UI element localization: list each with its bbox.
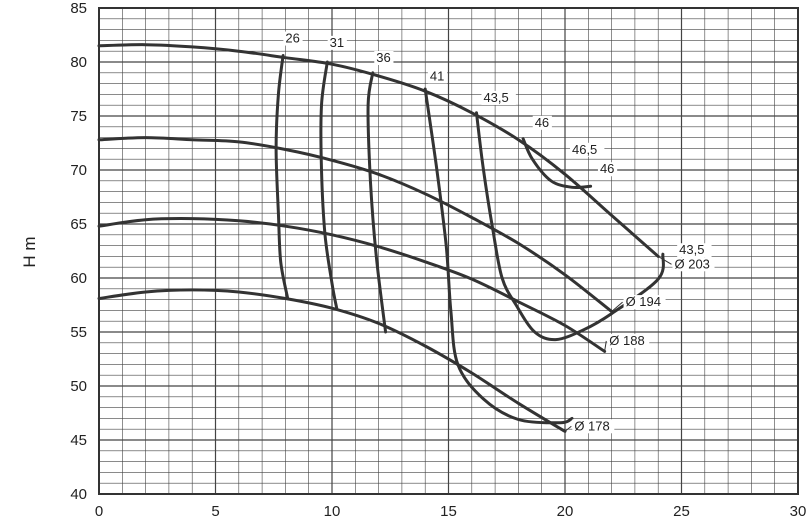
y-tick-label: 50 [70,378,87,395]
impeller-curve [97,43,660,258]
efficiency-label: 26 [285,31,299,46]
efficiency-label: 41 [430,68,444,83]
efficiency-label-bg [283,31,303,46]
x-tick-label: 10 [324,503,341,520]
impeller-label-bg [572,419,615,434]
y-tick-label: 65 [70,216,87,233]
efficiency-point-label-bg [569,142,605,157]
impeller-label-bg [607,333,650,348]
y-axis-label: H m [20,236,39,267]
y-tick-label: 85 [70,0,87,17]
efficiency-point-label: 43,5 [679,242,704,257]
efficiency-label: 46 [535,115,549,130]
impeller-label: Ø 194 [626,294,661,309]
efficiency-label-bg [327,35,347,50]
impeller-curve [97,217,607,353]
efficiency-label-bg [481,90,516,105]
efficiency-label: 36 [376,50,390,65]
y-tick-label: 45 [70,432,87,449]
x-axis-ticks: 0 5 10 15 20 25 30 [95,503,807,520]
impeller-label: Ø 188 [609,333,644,348]
y-tick-label: 75 [70,108,87,125]
efficiency-curve [366,71,388,334]
impeller-label: Ø 178 [574,418,609,433]
efficiency-curve [274,54,290,300]
impeller-label-bg [672,257,715,272]
impeller-label: Ø 203 [675,256,710,271]
x-tick-label: 0 [95,503,103,520]
impeller-curve [97,136,614,313]
y-tick-label: 60 [70,270,87,287]
efficiency-label: 31 [330,35,344,50]
curves-layer [97,43,672,433]
efficiency-curve [423,87,574,425]
impeller-curve [97,288,567,433]
efficiency-label: 43,5 [483,90,508,105]
x-tick-label: 5 [211,503,219,520]
y-axis-ticks: 40 45 50 55 60 65 70 75 80 85 [70,0,87,503]
x-tick-label: 20 [557,503,574,520]
x-tick-label: 30 [790,503,807,520]
y-tick-label: 55 [70,324,87,341]
efficiency-curve [521,137,593,190]
y-tick-label: 40 [70,486,87,503]
efficiency-curve [319,60,339,310]
efficiency-point-label-bg [677,243,712,258]
y-tick-label: 80 [70,54,87,71]
efficiency-point-label-bg [597,162,618,177]
plot-frame [98,7,799,495]
y-tick-label: 70 [70,162,87,179]
impeller-label-leader [611,301,623,312]
impeller-label-leader [657,255,672,265]
impeller-label-leader [604,340,607,352]
impeller-label-bg [623,295,666,310]
efficiency-point-label: 46,5 [572,142,597,157]
efficiency-point-label: 46 [600,161,614,176]
efficiency-label-bg [374,51,394,65]
x-tick-label: 15 [440,503,457,520]
x-tick-label: 25 [673,503,690,520]
efficiency-label-bg [532,115,552,130]
impeller-label-leader [564,425,572,432]
efficiency-label-bg [427,69,448,84]
